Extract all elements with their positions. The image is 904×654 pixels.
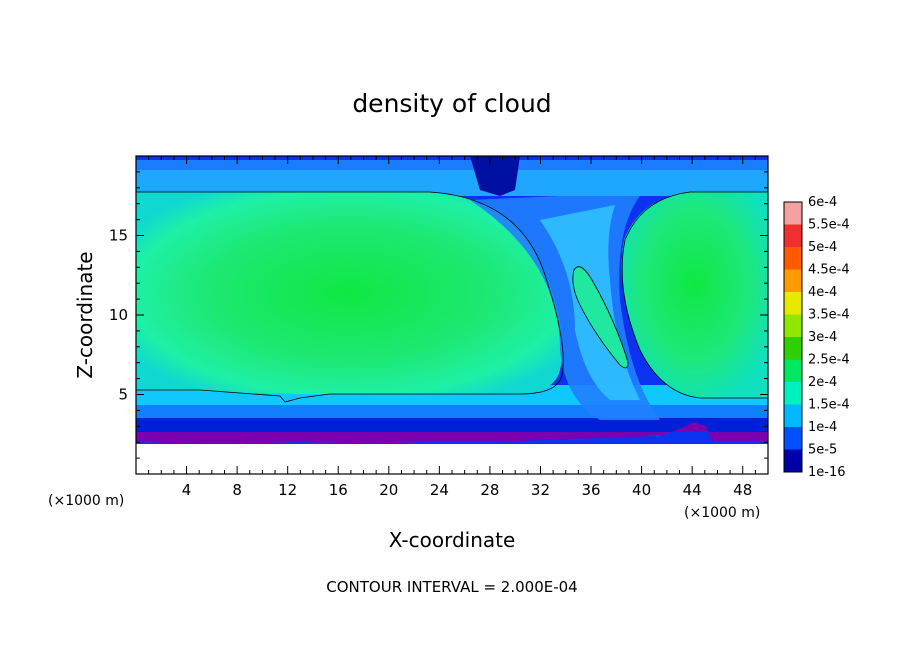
- cloud-base: [136, 422, 768, 444]
- y-ticks: 5 10 15: [109, 171, 768, 459]
- x-ticks: 4 8 12 16 20 24 28 32 36 40 44 48: [148, 156, 756, 499]
- x-tick-label: 32: [531, 481, 550, 499]
- central-cell: [572, 266, 628, 368]
- colorbar-label: 2.5e-4: [808, 353, 850, 368]
- contour-left: [136, 191, 564, 403]
- colorbar-swatch: [784, 269, 802, 292]
- colorbar-label: 5e-5: [808, 443, 837, 458]
- colorbar-swatch: [784, 314, 802, 337]
- chart-title: density of cloud: [352, 89, 551, 118]
- colorbar-label: 4.5e-4: [808, 263, 850, 278]
- colorbar-swatch: [784, 224, 802, 247]
- contour-central: [572, 266, 629, 369]
- colorbar-label: 5e-4: [808, 240, 837, 255]
- colorbar-swatch: [784, 449, 802, 472]
- colorbar-swatch: [784, 202, 802, 225]
- left-cloud: [136, 192, 563, 394]
- x-tick-label: 48: [733, 481, 752, 499]
- colorbar-swatch: [784, 382, 802, 405]
- top-trough: [470, 156, 520, 196]
- contour-right: [621, 191, 768, 399]
- x-tick-label: 20: [379, 481, 398, 499]
- colorbar: 6e-4 5.5e-4 5e-4 4.5e-4 4e-4 3.5e-4 3e-4 2.5e-4…: [783, 195, 850, 480]
- colorbar-label: 6e-4: [808, 195, 837, 210]
- x-tick-label: 4: [182, 481, 192, 499]
- y-tick-label: 15: [109, 227, 128, 245]
- colorbar-swatch: [784, 404, 802, 427]
- colorbar-label: 3.5e-4: [808, 308, 850, 323]
- x-tick-label: 24: [430, 481, 449, 499]
- contour-interval-note: CONTOUR INTERVAL = 2.000E-04: [326, 578, 577, 596]
- x-axis-label: X-coordinate: [389, 528, 516, 552]
- x-tick-label: 28: [480, 481, 499, 499]
- y-axis-label: Z-coordinate: [73, 251, 97, 378]
- x-tick-label: 12: [278, 481, 297, 499]
- colorbar-swatch: [784, 337, 802, 360]
- colorbar-label: 1e-4: [808, 420, 837, 435]
- colorbar-label: 1.5e-4: [808, 398, 850, 413]
- x-unit-label-left: (×1000 m): [48, 493, 124, 509]
- colorbar-label: 2e-4: [808, 375, 837, 390]
- lower-blue-band: [136, 405, 768, 419]
- x-tick-label: 36: [581, 481, 600, 499]
- x-tick-label: 40: [632, 481, 651, 499]
- x-unit-label-right: (×1000 m): [684, 505, 760, 521]
- colorbar-swatch: [784, 292, 802, 315]
- x-tick-label: 8: [232, 481, 242, 499]
- y-tick-label: 5: [118, 386, 128, 404]
- density-field: [136, 156, 768, 474]
- colorbar-label: 1e-16: [808, 465, 846, 480]
- colorbar-label: 5.5e-4: [808, 218, 850, 233]
- y-tick-label: 10: [109, 306, 128, 324]
- x-tick-label: 44: [683, 481, 702, 499]
- colorbar-swatch: [784, 247, 802, 270]
- x-tick-label: 16: [329, 481, 348, 499]
- colorbar-label: 3e-4: [808, 330, 837, 345]
- right-cloud: [621, 192, 768, 398]
- colorbar-frame: [783, 201, 803, 473]
- colorbar-swatch: [784, 359, 802, 382]
- lower-dark-band: [136, 418, 768, 432]
- colorbar-label: 4e-4: [808, 285, 837, 300]
- colorbar-swatch: [784, 427, 802, 450]
